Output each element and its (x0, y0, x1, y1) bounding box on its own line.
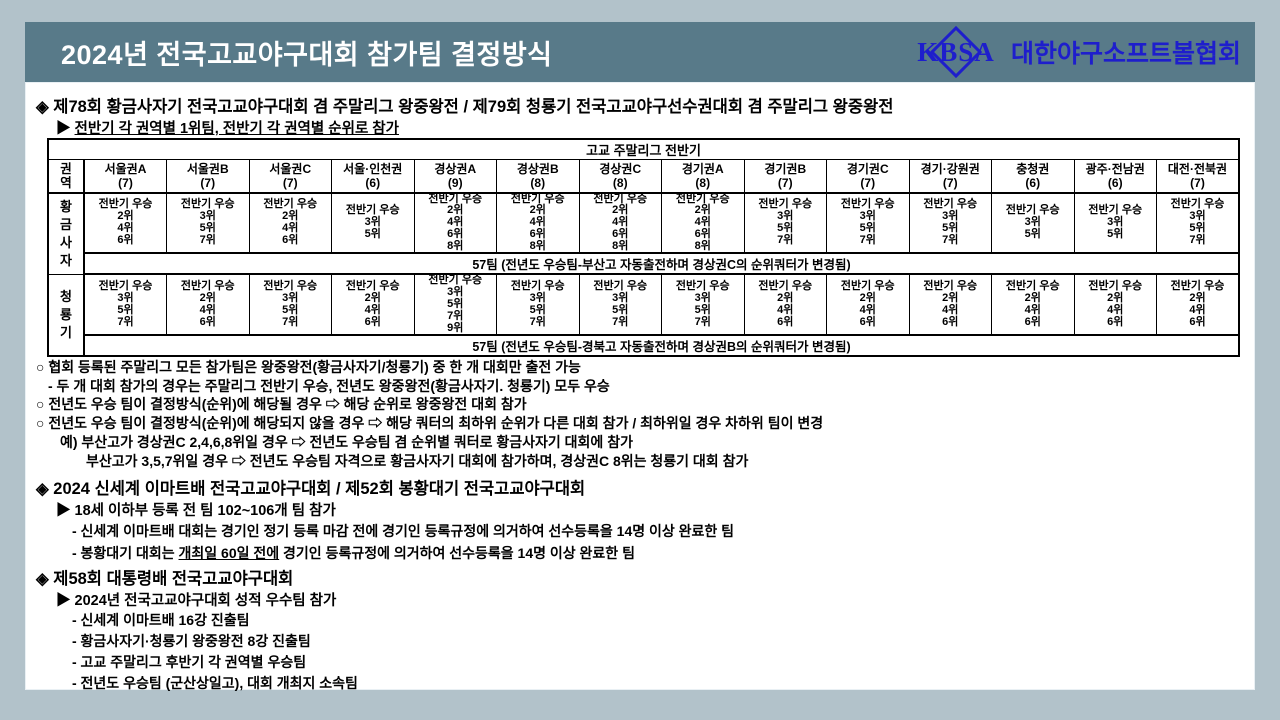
tournament-row-footer: 57팀 (전년도 우승팀-경북고 자동출전하며 경상권B의 순위쿼터가 변경됨) (83, 334, 1240, 358)
region-column-header: 경기권A (8) (661, 159, 745, 194)
quota-cell: 전반기 우승 3위 5위 7위 (661, 273, 745, 336)
quota-cell: 전반기 우승 2위 4위 6위 (331, 273, 415, 336)
section2-line-3-emphasis: 개최일 60일 전에 (178, 545, 280, 561)
region-column-header: 광주·전남권 (6) (1073, 159, 1157, 194)
quota-cell: 전반기 우승 3위 5위 7위 (496, 273, 580, 336)
quota-cell: 전반기 우승 3위 5위 (991, 192, 1075, 254)
quota-cell: 전반기 우승 3위 5위 7위 (248, 273, 332, 336)
tournament-row-footer: 57팀 (전년도 우승팀-부산고 자동출전하며 경상권C의 순위쿼터가 변경됨) (83, 252, 1240, 276)
region-column-header: 서울권B (7) (166, 159, 250, 194)
quota-cell: 전반기 우승 3위 5위 7위 (826, 192, 910, 254)
rule-line-6: 부산고가 3,5,7위일 경우 ⇨ 전년도 우승팀 자격으로 황금사자기 대회에… (86, 453, 749, 469)
section2-line-2: - 신세계 이마트배 대회는 경기인 정기 등록 마감 전에 경기인 등록규정에… (72, 523, 735, 539)
section3-line-2: - 신세계 이마트배 16강 진출팀 (72, 612, 250, 628)
weekend-league-table: 고교 주말리그 전반기 권 역 서울권A (7) 서울권B (7) 서울권C (7) 서울·인천권… (47, 138, 1240, 358)
region-column-header: 서울권A (7) (83, 159, 167, 194)
region-column-header: 경기권C (7) (826, 159, 910, 194)
section2-line-3-pre: - 봉황대기 대회는 (72, 545, 179, 561)
quota-cell: 전반기 우승 2위 4위 6위 (908, 273, 992, 336)
section3-heading: ◈ 제58회 대통령배 전국고교야구대회 (36, 570, 294, 588)
quota-cell: 전반기 우승 3위 5위 7위 (166, 192, 250, 254)
rule-line-5: 예) 부산고가 경상권C 2,4,6,8위일 경우 ⇨ 전년도 우승팀 겸 순위… (60, 434, 633, 450)
quota-cell: 전반기 우승 2위 4위 6위 (1073, 273, 1157, 336)
table-title: 고교 주말리그 전반기 (47, 138, 1240, 160)
quota-cell: 전반기 우승 2위 4위 6위 (166, 273, 250, 336)
section2-line-3-post: 경기인 등록규정에 의거하여 선수등록을 14명 이상 완료한 팀 (279, 545, 635, 561)
quota-cell: 전반기 우승 2위 4위 6위 8위 (413, 192, 497, 254)
region-column-header: 경기·강원권 (7) (908, 159, 992, 194)
quota-cell: 전반기 우승 2위 4위 6위 (826, 273, 910, 336)
region-column-header: 대전·전북권 (7) (1156, 159, 1240, 194)
section2-line-1: ▶ 18세 이하부 등록 전 팀 102~106개 팀 참가 (56, 503, 336, 519)
region-column-header: 서울·인천권 (6) (331, 159, 415, 194)
section1-heading: ◈ 제78회 황금사자기 전국고교야구대회 겸 주말리그 왕중왕전 / 제79회… (36, 98, 894, 116)
quota-cell: 전반기 우승 3위 5위 7위 (743, 192, 827, 254)
quota-cell: 전반기 우승 3위 5위 (331, 192, 415, 254)
content-panel: ◈ 제78회 황금사자기 전국고교야구대회 겸 주말리그 왕중왕전 / 제79회… (25, 82, 1255, 691)
kbsa-logo-mark: KBSA (911, 24, 1001, 80)
quota-cell: 전반기 우승 2위 4위 6위 (743, 273, 827, 336)
region-column-header: 충청권 (6) (991, 159, 1075, 194)
quota-cell: 전반기 우승 2위 4위 6위 8위 (578, 192, 662, 254)
section1-subheading-text: 전반기 각 권역별 1위팀, 전반기 각 권역별 순위로 참가 (74, 121, 399, 137)
kbsa-acronym: KBSA (917, 36, 995, 67)
region-column-header: 경상권B (8) (496, 159, 580, 194)
region-column-header: 경상권A (9) (413, 159, 497, 194)
quota-cell: 전반기 우승 2위 4위 6위 (248, 192, 332, 254)
quota-cell: 전반기 우승 2위 4위 6위 (991, 273, 1075, 336)
section2-heading: ◈ 2024 신세계 이마트배 전국고교야구대회 / 제52회 봉황대기 전국고… (36, 480, 586, 498)
quota-cell: 전반기 우승 3위 5위 (1073, 192, 1157, 254)
weekend-league-table-wrap: 고교 주말리그 전반기 권 역 서울권A (7) 서울권B (7) 서울권C (7) 서울·인천권… (47, 138, 1240, 358)
quota-cell: 전반기 우승 2위 4위 6위 (1156, 273, 1240, 336)
section3-line-5: - 전년도 우승팀 (군산상일고), 대회 개최지 소속팀 (72, 675, 358, 691)
section2-line-3: - 봉황대기 대회는 개최일 60일 전에 경기인 등록규정에 의거하여 선수등… (72, 543, 635, 563)
section1-subheading: ▶ 전반기 각 권역별 1위팀, 전반기 각 권역별 순위로 참가 (56, 117, 399, 138)
quota-cell: 전반기 우승 3위 5위 7위 (83, 273, 167, 336)
quota-cell: 전반기 우승 3위 5위 7위 (1156, 192, 1240, 254)
rule-line-2: - 두 개 대회 참가의 경우는 주말리그 전반기 우승, 전년도 왕중왕전(황… (48, 378, 610, 394)
section3-line-1: ▶ 2024년 전국고교야구대회 성적 우수팀 참가 (56, 593, 337, 609)
rule-line-3: ○ 전년도 우승 팀이 결정방식(순위)에 해당될 경우 ⇨ 해당 순위로 왕중… (36, 396, 527, 412)
quota-cell: 전반기 우승 3위 5위 7위 9위 (413, 273, 497, 336)
section3-line-3: - 황금사자기·청룡기 왕중왕전 8강 진출팀 (72, 633, 311, 649)
rule-line-4: ○ 전년도 우승 팀이 결정방식(순위)에 해당되지 않을 경우 ⇨ 해당 쿼터… (36, 415, 824, 431)
quota-cell: 전반기 우승 3위 5위 7위 (908, 192, 992, 254)
title-bar: 2024년 전국고교야구대회 참가팀 결정방식 KBSA 대한야구소프트볼협회 (25, 22, 1255, 82)
region-column-header: 경기권B (7) (743, 159, 827, 194)
quota-cell: 전반기 우승 2위 4위 6위 8위 (496, 192, 580, 254)
kbsa-org-name: 대한야구소프트볼협회 (1010, 40, 1241, 68)
region-column-header: 서울권C (7) (248, 159, 332, 194)
section3-line-4: - 고교 주말리그 후반기 각 권역별 우승팀 (72, 654, 307, 670)
quota-cell: 전반기 우승 3위 5위 7위 (578, 273, 662, 336)
region-column-header: 경상권C (8) (578, 159, 662, 194)
kbsa-logo: KBSA 대한야구소프트볼협회 (911, 22, 1241, 82)
page-title: 2024년 전국고교야구대회 참가팀 결정방식 (61, 39, 553, 70)
triangle-bullet-icon: ▶ (56, 121, 71, 137)
quota-cell: 전반기 우승 2위 4위 6위 8위 (661, 192, 745, 254)
quota-cell: 전반기 우승 2위 4위 6위 (83, 192, 167, 254)
rule-line-1: ○ 협회 등록된 주말리그 모든 참가팀은 왕중왕전(황금사자기/청룡기) 중 … (36, 359, 581, 375)
